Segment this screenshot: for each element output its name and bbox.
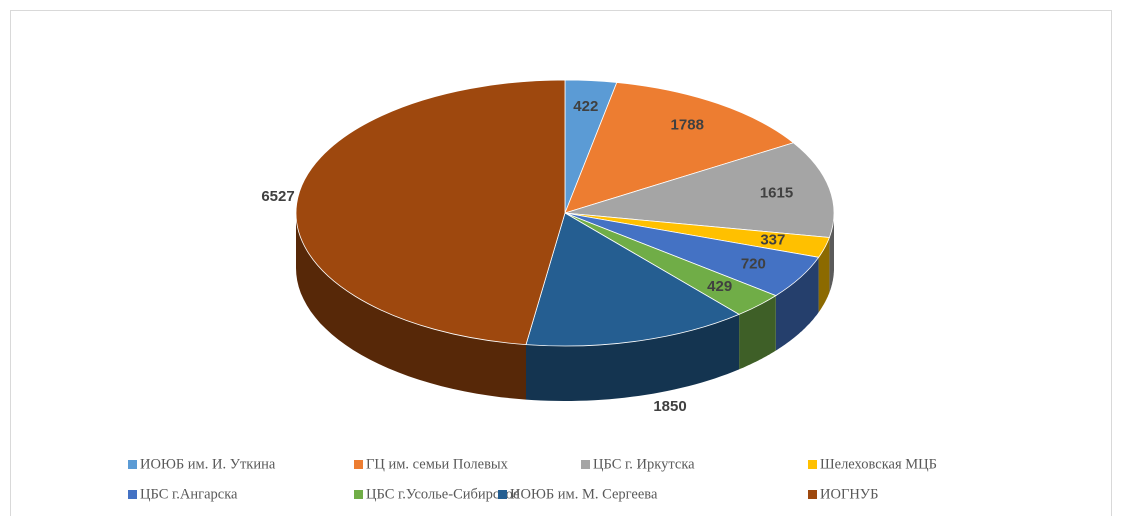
legend-label: ИОЮБ им. И. Уткина [140, 456, 276, 472]
slice-side [526, 314, 740, 401]
legend-label: ГЦ им. семьи Полевых [366, 456, 509, 472]
slice-side [818, 237, 830, 313]
slice [564, 82, 795, 214]
slice [564, 142, 835, 293]
legend-label: ЦБС г. Иркутска [593, 456, 695, 472]
legend-swatch [354, 490, 363, 499]
slice-top [295, 79, 566, 346]
slice-side [296, 213, 526, 400]
data-label: 720 [741, 255, 766, 272]
slice [295, 79, 566, 400]
legend-swatch [354, 460, 363, 469]
data-label: 1850 [653, 398, 686, 415]
legend-swatch [808, 490, 817, 499]
legend-label: ИОЮБ им. М. Сергеева [510, 486, 658, 502]
slice-side [739, 295, 776, 370]
legend-swatch [128, 460, 137, 469]
legend-label: ИОГНУБ [820, 486, 878, 502]
slice [564, 212, 777, 370]
data-label: 422 [573, 98, 598, 115]
legend-swatch [808, 460, 817, 469]
data-label: 6527 [261, 188, 294, 205]
slice-top [525, 212, 740, 347]
data-label: 429 [707, 278, 732, 295]
chart-border [10, 10, 1112, 516]
slice-top [564, 82, 795, 214]
legend-label: Шелеховская МЦБ [820, 456, 937, 472]
legend-label: ЦБС г.Ангарска [140, 486, 238, 502]
data-label: 1615 [760, 184, 793, 201]
slice-top [564, 142, 835, 238]
slice [525, 212, 740, 401]
legend-label: ЦБС г.Усолье-Сибирское [366, 486, 520, 502]
slice-side [829, 213, 834, 293]
slice-side [775, 257, 819, 351]
data-label: 1788 [671, 116, 704, 133]
legend-swatch [581, 460, 590, 469]
data-label: 337 [760, 232, 785, 249]
legend-swatch [498, 490, 507, 499]
legend-swatch [128, 490, 137, 499]
